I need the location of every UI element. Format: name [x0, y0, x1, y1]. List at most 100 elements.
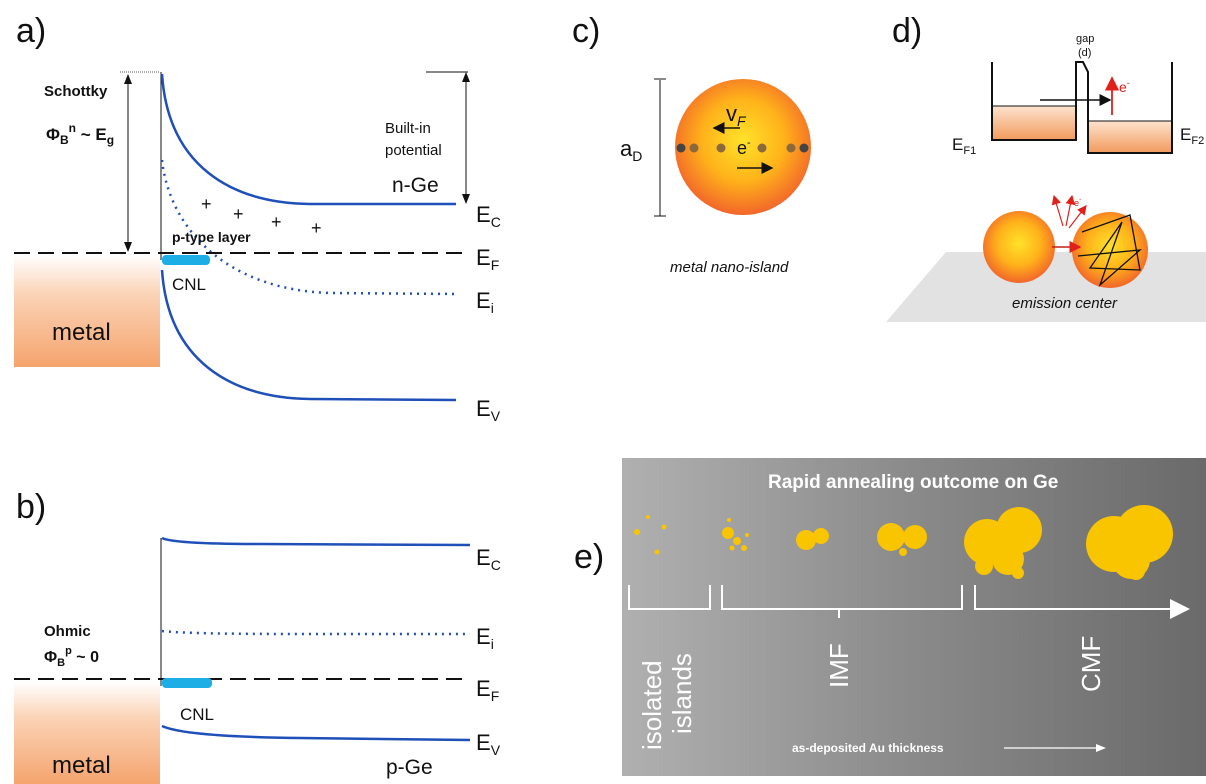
emit-arrow-2 — [1065, 194, 1076, 227]
right-well — [1087, 62, 1173, 154]
ohmic-barrier-eq: ΦBp ~ 0 — [44, 645, 99, 669]
panel-e-background — [622, 458, 1206, 776]
island-m8 — [813, 528, 829, 544]
electron-dot-1 — [676, 143, 686, 153]
ef2-label: EF2 — [1180, 125, 1204, 147]
cnl-bar-b — [162, 678, 212, 688]
cnl-label-a: CNL — [172, 275, 206, 294]
plus-1: + — [201, 194, 212, 214]
island-left-d — [983, 211, 1055, 283]
right-well-fill — [1088, 121, 1172, 153]
metal-label-b: metal — [52, 752, 111, 779]
ec-curve-a — [160, 73, 456, 206]
island-s2 — [646, 515, 650, 519]
plus-3: + — [271, 212, 282, 232]
island-m9 — [877, 523, 905, 551]
cmf-arrowhead — [1170, 599, 1190, 619]
emit-arrow-1 — [1051, 194, 1064, 227]
ei-label-b: Ei — [476, 624, 494, 652]
ef-label-a: EF — [476, 245, 499, 273]
thickness-label: as-deposited Au thickness — [792, 741, 944, 755]
ei-line-b — [161, 629, 470, 636]
panel-a-label: a) — [16, 12, 46, 50]
ec-line-b — [161, 536, 471, 547]
electron-dot-5 — [786, 143, 796, 153]
vf-label: vF — [726, 101, 747, 129]
built-in-label-1: Built-in — [385, 120, 431, 137]
island-m4 — [729, 545, 735, 551]
n-ge-label: n-Ge — [392, 174, 439, 197]
island-c4 — [975, 557, 993, 575]
ef-label-b: EF — [476, 676, 499, 704]
cnl-label-b: CNL — [180, 705, 214, 724]
gap-d-label: (d) — [1078, 47, 1091, 59]
nano-island — [675, 79, 811, 215]
schottky-label: Schottky — [44, 83, 108, 100]
metal-block-a — [14, 255, 160, 367]
electron-label-d2: e- — [1074, 197, 1082, 208]
ev-curve-a — [160, 269, 457, 402]
isolated-label-2: islands — [667, 653, 697, 734]
electron-dot-3 — [716, 143, 726, 153]
ohmic-label: Ohmic — [44, 623, 91, 640]
left-well — [991, 62, 1077, 141]
island-m6 — [745, 533, 749, 537]
metal-block-b — [14, 682, 160, 784]
p-type-layer-label: p-type layer — [172, 229, 251, 245]
island-caption: metal nano-island — [670, 259, 789, 276]
isolated-label-1: isolated — [637, 660, 667, 750]
a-d-label: aD — [620, 136, 642, 164]
panel-b: b) metal CNL Ohmic ΦBp ~ 0 p-Ge EC Ei EF… — [14, 488, 501, 784]
scattering-path — [1077, 214, 1142, 288]
island-s4 — [654, 549, 660, 555]
bracket-cmf — [974, 585, 1172, 610]
emission-center-label: emission center — [1012, 295, 1118, 312]
island-c3 — [992, 543, 1024, 575]
island-c9 — [1127, 562, 1145, 580]
tunnel-barrier — [1075, 61, 1089, 120]
electron-dot-6 — [799, 143, 809, 153]
left-well-fill — [992, 106, 1076, 140]
metal-label-a: metal — [52, 319, 111, 346]
island-s3 — [661, 524, 667, 530]
imf-label: IMF — [824, 643, 854, 688]
panel-c-label: c) — [572, 12, 600, 50]
panel-c: c) aD vF e- metal nano-island — [572, 12, 811, 276]
ec-label-a: EC — [476, 202, 501, 230]
bracket-imf — [721, 585, 963, 610]
panel-e-label: e) — [574, 538, 604, 576]
electron-dot-2 — [689, 143, 699, 153]
ef1-label: EF1 — [952, 135, 976, 157]
gap-label: gap — [1076, 33, 1094, 45]
panel-a: a) metal Schottky ΦBn ~ Eg Built-in pote… — [14, 12, 501, 424]
ei-curve-a — [160, 159, 457, 296]
ev-line-b — [161, 724, 471, 742]
island-s1 — [634, 529, 640, 535]
island-m1 — [722, 527, 734, 539]
island-m7 — [796, 530, 816, 550]
island-c5 — [1012, 567, 1024, 579]
cnl-bar-a — [162, 255, 210, 265]
ec-label-b: EC — [476, 545, 501, 573]
cmf-label: CMF — [1076, 636, 1106, 692]
ev-label-a: EV — [476, 396, 501, 424]
emit-arrow-3 — [1068, 205, 1087, 229]
schottky-barrier-eq: ΦBn ~ Eg — [46, 121, 114, 147]
bracket-isolated — [628, 585, 711, 610]
panel-d-label: d) — [892, 12, 922, 50]
ev-label-b: EV — [476, 730, 501, 758]
ei-label-a: Ei — [476, 288, 494, 316]
island-m2 — [733, 537, 741, 545]
electron-label-d: e- — [1119, 78, 1130, 95]
island-m11 — [899, 548, 907, 556]
panel-d: d) e- gap (d) EF1 EF2 e- emission center — [886, 12, 1206, 322]
plus-4: + — [311, 218, 322, 238]
electron-dot-4 — [757, 143, 767, 153]
panel-e-title: Rapid annealing outcome on Ge — [768, 472, 1058, 493]
panel-e: e) Rapid annealing outcome on Ge — [574, 458, 1206, 776]
electron-label-c: e- — [737, 137, 751, 158]
thickness-arrowhead — [1096, 744, 1106, 752]
island-m3 — [741, 545, 747, 551]
island-m5 — [727, 518, 731, 522]
